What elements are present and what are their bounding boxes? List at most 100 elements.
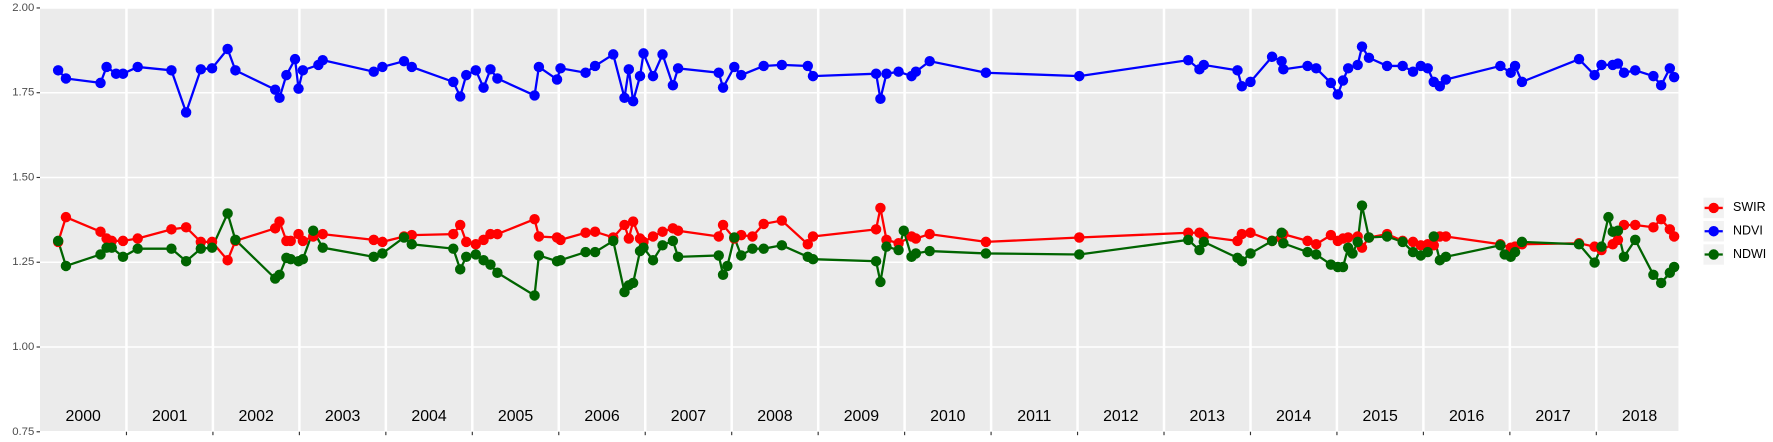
data-point (406, 239, 418, 250)
data-point (1342, 232, 1354, 243)
data-point (713, 250, 724, 261)
data-point (1407, 66, 1419, 77)
data-point (285, 235, 296, 247)
data-point (627, 277, 639, 289)
data-point (492, 228, 503, 240)
data-point (1612, 58, 1624, 69)
data-point (195, 64, 207, 75)
data-point (206, 242, 218, 253)
data-point (60, 73, 72, 84)
data-point (1236, 81, 1248, 92)
y-tick-label: 1.25 (12, 256, 34, 268)
data-point (533, 61, 545, 73)
data-point (448, 76, 459, 88)
data-point (289, 53, 301, 65)
data-point (672, 251, 684, 263)
data-point (667, 80, 679, 91)
data-point (1434, 81, 1446, 92)
data-point (910, 233, 922, 244)
data-point (717, 219, 729, 231)
data-point (580, 227, 591, 238)
data-point (1589, 69, 1600, 81)
data-point (758, 218, 769, 230)
data-point (1603, 211, 1614, 223)
data-point (180, 222, 192, 233)
legend-point (1708, 202, 1719, 214)
data-point (297, 253, 309, 265)
data-point (1276, 55, 1287, 67)
data-point (1182, 54, 1194, 66)
data-point (1342, 63, 1354, 74)
data-point (448, 243, 459, 254)
data-point (406, 61, 418, 73)
data-point (776, 215, 788, 226)
data-point (1509, 60, 1521, 72)
x-tick-label: 2005 (498, 408, 534, 425)
data-point (274, 269, 285, 281)
data-point (106, 242, 117, 253)
data-point (1276, 227, 1287, 238)
data-point (589, 246, 601, 258)
data-point (317, 242, 328, 253)
data-point (448, 228, 459, 240)
data-point (1397, 236, 1408, 248)
data-point (1630, 65, 1641, 76)
legend-point (1708, 225, 1719, 237)
y-tick-label: 0.75 (12, 426, 34, 438)
data-point (1573, 239, 1585, 250)
x-tick-label: 2017 (1535, 408, 1571, 425)
data-point (1074, 70, 1085, 82)
y-tick-label: 1.00 (12, 341, 34, 353)
data-point (924, 245, 935, 257)
data-point (293, 83, 304, 94)
x-tick-label: 2015 (1362, 408, 1398, 425)
data-point (1440, 251, 1452, 263)
data-point (1232, 65, 1243, 76)
x-tick-label: 2007 (671, 408, 707, 425)
data-point (60, 260, 72, 272)
data-point (875, 202, 886, 214)
data-point (893, 66, 904, 77)
y-tick-label: 1.75 (12, 87, 34, 99)
data-point (1337, 261, 1349, 273)
data-point (1302, 235, 1313, 247)
x-tick-label: 2012 (1103, 408, 1139, 425)
series-line (57, 43, 1676, 116)
x-tick-label: 2001 (152, 408, 188, 425)
data-point (980, 67, 992, 78)
data-point (634, 70, 646, 82)
data-point (1278, 238, 1289, 249)
data-point (1630, 219, 1641, 231)
data-point (608, 235, 619, 247)
data-point (589, 226, 601, 237)
data-point (623, 64, 635, 75)
data-point (1182, 234, 1194, 246)
data-point (1618, 251, 1630, 263)
data-point (657, 49, 668, 60)
data-point (747, 243, 758, 254)
data-point (461, 236, 472, 248)
x-tick-label: 2002 (238, 408, 274, 425)
data-point (672, 225, 684, 236)
data-point (627, 95, 639, 107)
data-point (368, 251, 379, 263)
data-point (180, 256, 192, 267)
data-point (893, 244, 904, 256)
data-point (1266, 235, 1278, 247)
data-point (533, 250, 545, 261)
y-tick-label: 2.00 (12, 2, 34, 14)
data-point (713, 231, 724, 242)
data-point (1236, 228, 1248, 240)
data-point (1668, 261, 1680, 273)
data-point (1428, 240, 1440, 251)
data-point (555, 234, 566, 246)
data-point (529, 90, 540, 101)
data-point (117, 68, 129, 79)
data-point (776, 240, 788, 251)
data-point (1198, 236, 1210, 248)
data-point (638, 242, 649, 253)
data-point (1245, 227, 1256, 238)
data-point (1573, 53, 1585, 65)
data-point (95, 249, 106, 260)
data-point (230, 234, 241, 246)
